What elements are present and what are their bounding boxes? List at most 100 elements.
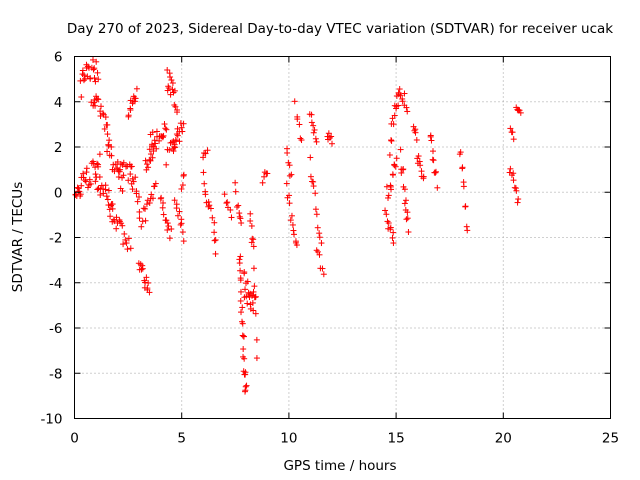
data-point <box>388 137 395 144</box>
data-point <box>139 218 146 225</box>
y-tick-label: 0 <box>54 185 63 201</box>
data-point <box>516 107 523 114</box>
data-point <box>296 121 303 128</box>
data-point <box>82 178 89 185</box>
data-point <box>178 124 185 131</box>
data-point <box>253 355 260 362</box>
data-point <box>211 219 218 226</box>
data-point <box>168 77 175 84</box>
data-point <box>127 107 134 114</box>
data-point <box>429 148 436 155</box>
data-point <box>283 180 290 187</box>
data-point <box>389 234 396 241</box>
data-point <box>179 229 186 236</box>
data-point <box>238 309 245 316</box>
data-point <box>297 135 304 142</box>
data-point <box>102 114 109 121</box>
data-point <box>328 133 335 140</box>
data-point <box>165 84 172 91</box>
data-point <box>253 336 260 343</box>
data-point <box>386 151 393 158</box>
data-point <box>390 121 397 128</box>
data-point <box>139 265 146 272</box>
x-tick-label: 0 <box>70 431 79 447</box>
data-point <box>107 213 114 220</box>
data-point <box>244 300 251 307</box>
data-point <box>298 137 305 144</box>
data-point <box>147 151 154 158</box>
data-point <box>139 262 146 269</box>
data-point <box>242 388 249 395</box>
data-point <box>227 206 234 213</box>
data-point <box>83 165 90 172</box>
data-point <box>146 156 153 163</box>
data-point <box>160 132 167 139</box>
data-point <box>248 222 255 229</box>
data-point <box>514 199 521 206</box>
data-point <box>417 162 424 169</box>
data-point <box>180 120 187 127</box>
y-tick-label: -2 <box>49 231 62 247</box>
data-point <box>95 161 102 168</box>
data-point <box>120 172 127 179</box>
data-point <box>136 208 143 215</box>
data-point <box>397 146 404 153</box>
data-point <box>464 227 471 234</box>
data-point <box>119 187 126 194</box>
data-point <box>161 121 168 128</box>
data-point <box>146 200 153 207</box>
data-point <box>247 210 254 217</box>
data-point <box>166 70 173 77</box>
data-point <box>288 212 295 219</box>
data-point <box>166 146 173 153</box>
data-point <box>104 121 111 128</box>
data-point <box>251 283 258 290</box>
data-point <box>242 383 249 390</box>
data-point <box>127 171 134 178</box>
data-point <box>382 207 389 214</box>
data-point <box>241 355 248 362</box>
data-point <box>459 164 466 171</box>
data-point <box>294 116 301 123</box>
data-point <box>401 200 408 207</box>
data-point <box>319 265 326 272</box>
data-point <box>202 191 209 198</box>
data-point <box>132 174 139 181</box>
data-point <box>148 191 155 198</box>
data-point <box>307 154 314 161</box>
data-point <box>180 171 187 178</box>
data-point <box>149 129 156 136</box>
data-point <box>105 202 112 209</box>
data-point <box>84 63 91 70</box>
data-point <box>145 164 152 171</box>
data-point <box>320 271 327 278</box>
data-point <box>261 173 268 180</box>
data-point <box>221 191 228 198</box>
data-point <box>250 265 257 272</box>
data-point <box>177 120 184 127</box>
data-point <box>90 56 97 63</box>
data-point <box>291 98 298 105</box>
data-point <box>72 191 79 198</box>
data-point <box>286 192 293 199</box>
data-point <box>100 190 107 197</box>
data-point <box>164 227 171 234</box>
data-point <box>240 346 247 353</box>
data-point <box>460 183 467 190</box>
data-point <box>205 198 212 205</box>
data-point <box>177 221 184 228</box>
data-point <box>391 112 398 119</box>
data-point <box>397 92 404 99</box>
data-point <box>78 182 85 189</box>
data-point <box>393 155 400 162</box>
data-point <box>101 125 108 132</box>
data-point <box>510 170 517 177</box>
data-point <box>143 201 150 208</box>
data-point <box>113 214 120 221</box>
data-point <box>109 205 116 212</box>
data-point <box>150 143 157 150</box>
data-point <box>289 221 296 228</box>
data-point <box>91 99 98 106</box>
data-point <box>114 158 121 165</box>
